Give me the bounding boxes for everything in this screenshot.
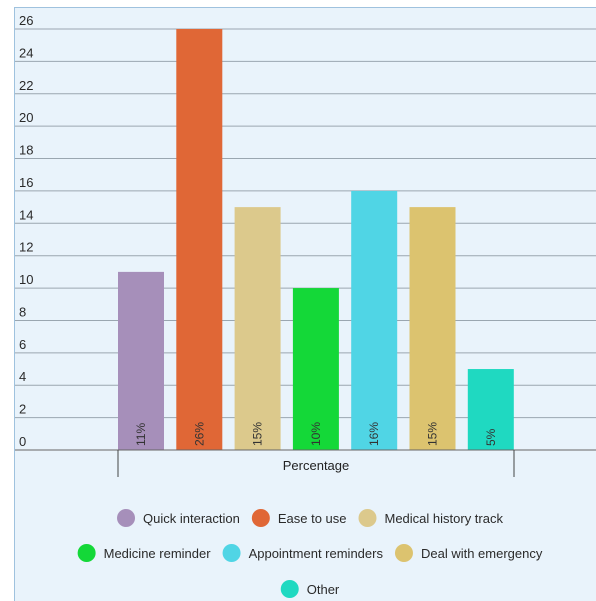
legend-item[interactable]: Deal with emergency — [394, 544, 543, 562]
y-tick-label: 2 — [19, 402, 26, 417]
legend-swatch — [280, 580, 299, 598]
y-tick-label: 22 — [19, 78, 33, 93]
bar-data-label: 11% — [134, 423, 148, 446]
y-tick-label: 6 — [19, 337, 26, 352]
bar-data-labels: 11% 26% 15% 10% 16% 15% 5% — [134, 422, 498, 446]
y-tick-label: 12 — [19, 240, 33, 255]
y-tick-label: 8 — [19, 304, 26, 319]
legend-label: Quick interaction — [143, 511, 240, 526]
x-axis-title: Percentage — [283, 458, 350, 473]
y-tick-label: 16 — [19, 175, 33, 190]
y-tick-label: 0 — [19, 434, 26, 449]
y-tick-label: 14 — [19, 207, 33, 222]
legend-label: Other — [307, 582, 340, 597]
chart-panel: 0 2 4 6 8 10 12 14 16 18 20 22 24 26 11% 26% 15% 10% 16% 1… — [14, 7, 596, 601]
legend-label: Ease to use — [278, 511, 347, 526]
legend-item[interactable]: Other — [280, 580, 340, 598]
legend-label: Medical history track — [385, 511, 504, 526]
x-axis: Percentage — [15, 449, 596, 477]
bar[interactable] — [467, 369, 514, 450]
legend-label: Medicine reminder — [104, 546, 212, 561]
legend-item[interactable]: Medicine reminder — [77, 544, 212, 562]
bar-data-label: 15% — [426, 422, 440, 446]
legend-item[interactable]: Quick interaction — [117, 509, 240, 527]
bar[interactable] — [409, 207, 456, 450]
bar-data-label: 10% — [309, 422, 323, 446]
legend-label: Appointment reminders — [249, 546, 384, 561]
y-tick-label: 4 — [19, 369, 26, 384]
bar[interactable] — [176, 29, 223, 450]
legend[interactable]: Quick interaction Ease to use Medical hist… — [77, 509, 543, 598]
bar-data-label: 16% — [367, 422, 381, 446]
bar[interactable] — [351, 190, 398, 450]
bar[interactable] — [292, 288, 339, 450]
y-tick-label: 20 — [19, 110, 33, 125]
bar[interactable] — [234, 207, 281, 450]
y-tick-label: 24 — [19, 45, 33, 60]
bar-data-label: 15% — [251, 422, 265, 446]
legend-swatch — [251, 509, 270, 527]
y-tick-label: 10 — [19, 272, 33, 287]
legend-item[interactable]: Medical history track — [358, 509, 504, 527]
legend-swatch — [358, 509, 377, 527]
legend-item[interactable]: Appointment reminders — [222, 544, 384, 562]
legend-label: Deal with emergency — [421, 546, 543, 561]
bar-data-label: 26% — [192, 422, 206, 446]
legend-swatch — [77, 544, 96, 562]
y-tick-label: 26 — [19, 13, 33, 28]
bar-data-label: 5% — [484, 428, 498, 446]
y-tick-label: 18 — [19, 143, 33, 158]
legend-swatch — [222, 544, 241, 562]
legend-swatch — [394, 544, 413, 562]
bar[interactable] — [118, 271, 164, 450]
legend-item[interactable]: Ease to use — [251, 509, 347, 527]
bars — [118, 29, 514, 450]
legend-swatch — [117, 509, 136, 527]
